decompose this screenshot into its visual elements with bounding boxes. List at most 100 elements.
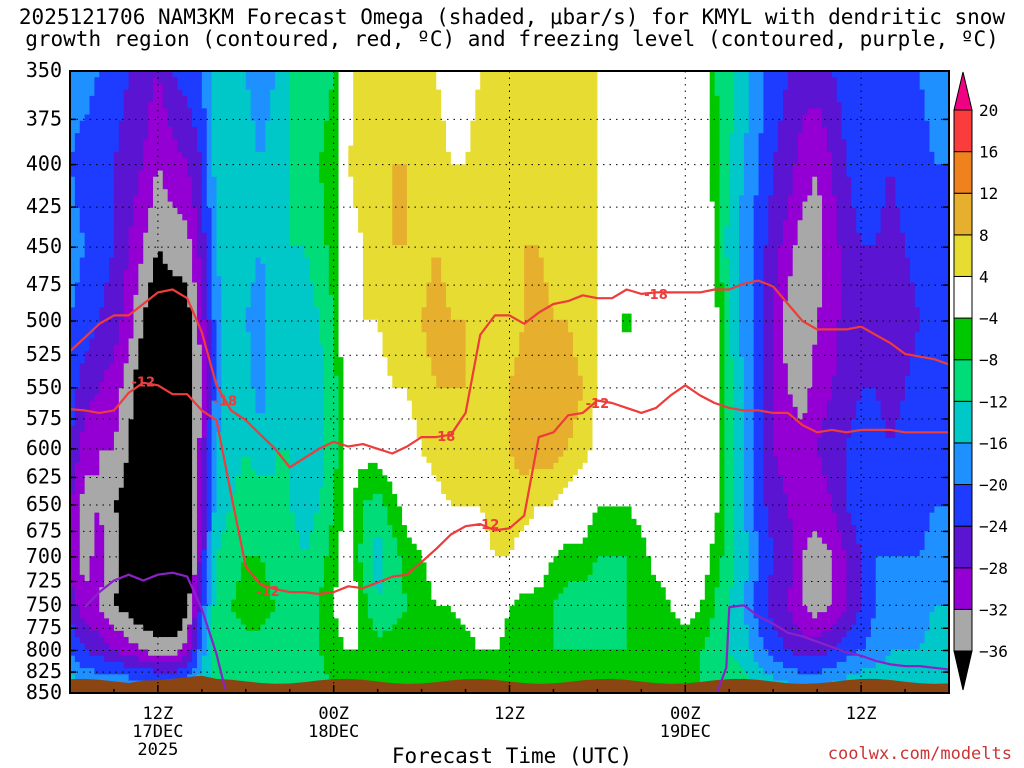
omega-cell (236, 89, 242, 97)
omega-cell (177, 419, 183, 427)
omega-cell (182, 612, 188, 619)
omega-cell (157, 126, 164, 134)
omega-cell (275, 151, 281, 159)
omega-cell (275, 599, 281, 607)
omega-cell (89, 375, 96, 383)
omega-cell (162, 593, 169, 601)
omega-cell (206, 450, 213, 458)
omega-cell (118, 344, 125, 352)
omega-cell (299, 120, 305, 128)
omega-cell (265, 301, 271, 308)
omega-cell (236, 232, 242, 240)
omega-cell (148, 226, 154, 234)
omega-cell (74, 301, 81, 308)
omega-cell (309, 406, 315, 414)
omega-cell (182, 71, 188, 78)
omega-cell (94, 493, 100, 501)
omega-cell (294, 531, 301, 539)
omega-cell (299, 350, 305, 358)
omega-cell (128, 326, 135, 333)
omega-cell (240, 357, 247, 364)
omega-cell (172, 543, 179, 551)
omega-cell (79, 612, 86, 619)
omega-cell (118, 661, 125, 669)
omega-cell (270, 313, 276, 321)
omega-cell (265, 182, 271, 190)
omega-cell (133, 189, 139, 196)
omega-cell (192, 556, 198, 563)
omega-cell (182, 400, 188, 408)
omega-cell (250, 481, 257, 489)
omega-cell (192, 456, 198, 464)
omega-cell (304, 245, 310, 252)
omega-cell (309, 71, 315, 78)
omega-cell (270, 637, 276, 644)
omega-cell (70, 363, 76, 371)
omega-cell (113, 394, 120, 402)
omega-cell (275, 537, 281, 545)
omega-cell (104, 624, 110, 632)
omega-cell (104, 599, 110, 607)
omega-cell (94, 357, 100, 364)
omega-cell (109, 350, 115, 358)
omega-cell (74, 661, 81, 669)
omega-cell (118, 307, 125, 315)
omega-cell (216, 518, 222, 526)
omega-cell (279, 114, 286, 122)
omega-cell (133, 344, 139, 352)
omega-cell (231, 313, 237, 321)
omega-cell (289, 232, 296, 240)
omega-cell (226, 599, 232, 607)
omega-cell (84, 512, 91, 520)
omega-cell (250, 500, 257, 507)
omega-cell (153, 83, 159, 91)
omega-cell (162, 437, 169, 445)
omega-cell (221, 89, 227, 97)
omega-cell (250, 605, 257, 613)
omega-cell (226, 469, 232, 476)
omega-cell (94, 133, 100, 141)
omega-cell (216, 238, 222, 246)
omega-cell (94, 176, 100, 184)
omega-cell (182, 301, 188, 308)
omega-cell (245, 512, 252, 520)
omega-cell (216, 549, 222, 557)
omega-cell (211, 518, 218, 526)
omega-cell (89, 120, 96, 128)
omega-cell (299, 512, 305, 520)
omega-cell (221, 133, 227, 141)
omega-cell (113, 350, 120, 358)
omega-cell (118, 270, 125, 277)
omega-cell (201, 419, 208, 427)
omega-cell (177, 313, 183, 321)
omega-cell (236, 238, 242, 246)
omega-cell (89, 574, 96, 582)
omega-cell (201, 543, 208, 551)
omega-cell (196, 406, 203, 414)
omega-cell (270, 413, 276, 420)
omega-cell (79, 363, 86, 371)
omega-cell (240, 469, 247, 476)
omega-cell (250, 668, 257, 675)
omega-cell (201, 512, 208, 520)
omega-cell (245, 170, 252, 178)
omega-cell (294, 238, 301, 246)
omega-cell (260, 189, 266, 196)
omega-cell (89, 668, 96, 675)
omega-cell (79, 164, 86, 172)
omega-cell (196, 319, 203, 327)
omega-cell (201, 182, 208, 190)
omega-cell (167, 661, 174, 669)
omega-cell (74, 525, 81, 532)
omega-cell (265, 263, 271, 271)
omega-cell (226, 251, 232, 259)
omega-cell (162, 487, 169, 495)
omega-cell (177, 282, 183, 290)
omega-cell (138, 568, 144, 576)
omega-cell (240, 120, 247, 128)
omega-cell (260, 195, 266, 203)
omega-cell (182, 444, 188, 452)
omega-cell (245, 525, 252, 532)
omega-cell (304, 307, 310, 315)
omega-cell (279, 413, 286, 420)
